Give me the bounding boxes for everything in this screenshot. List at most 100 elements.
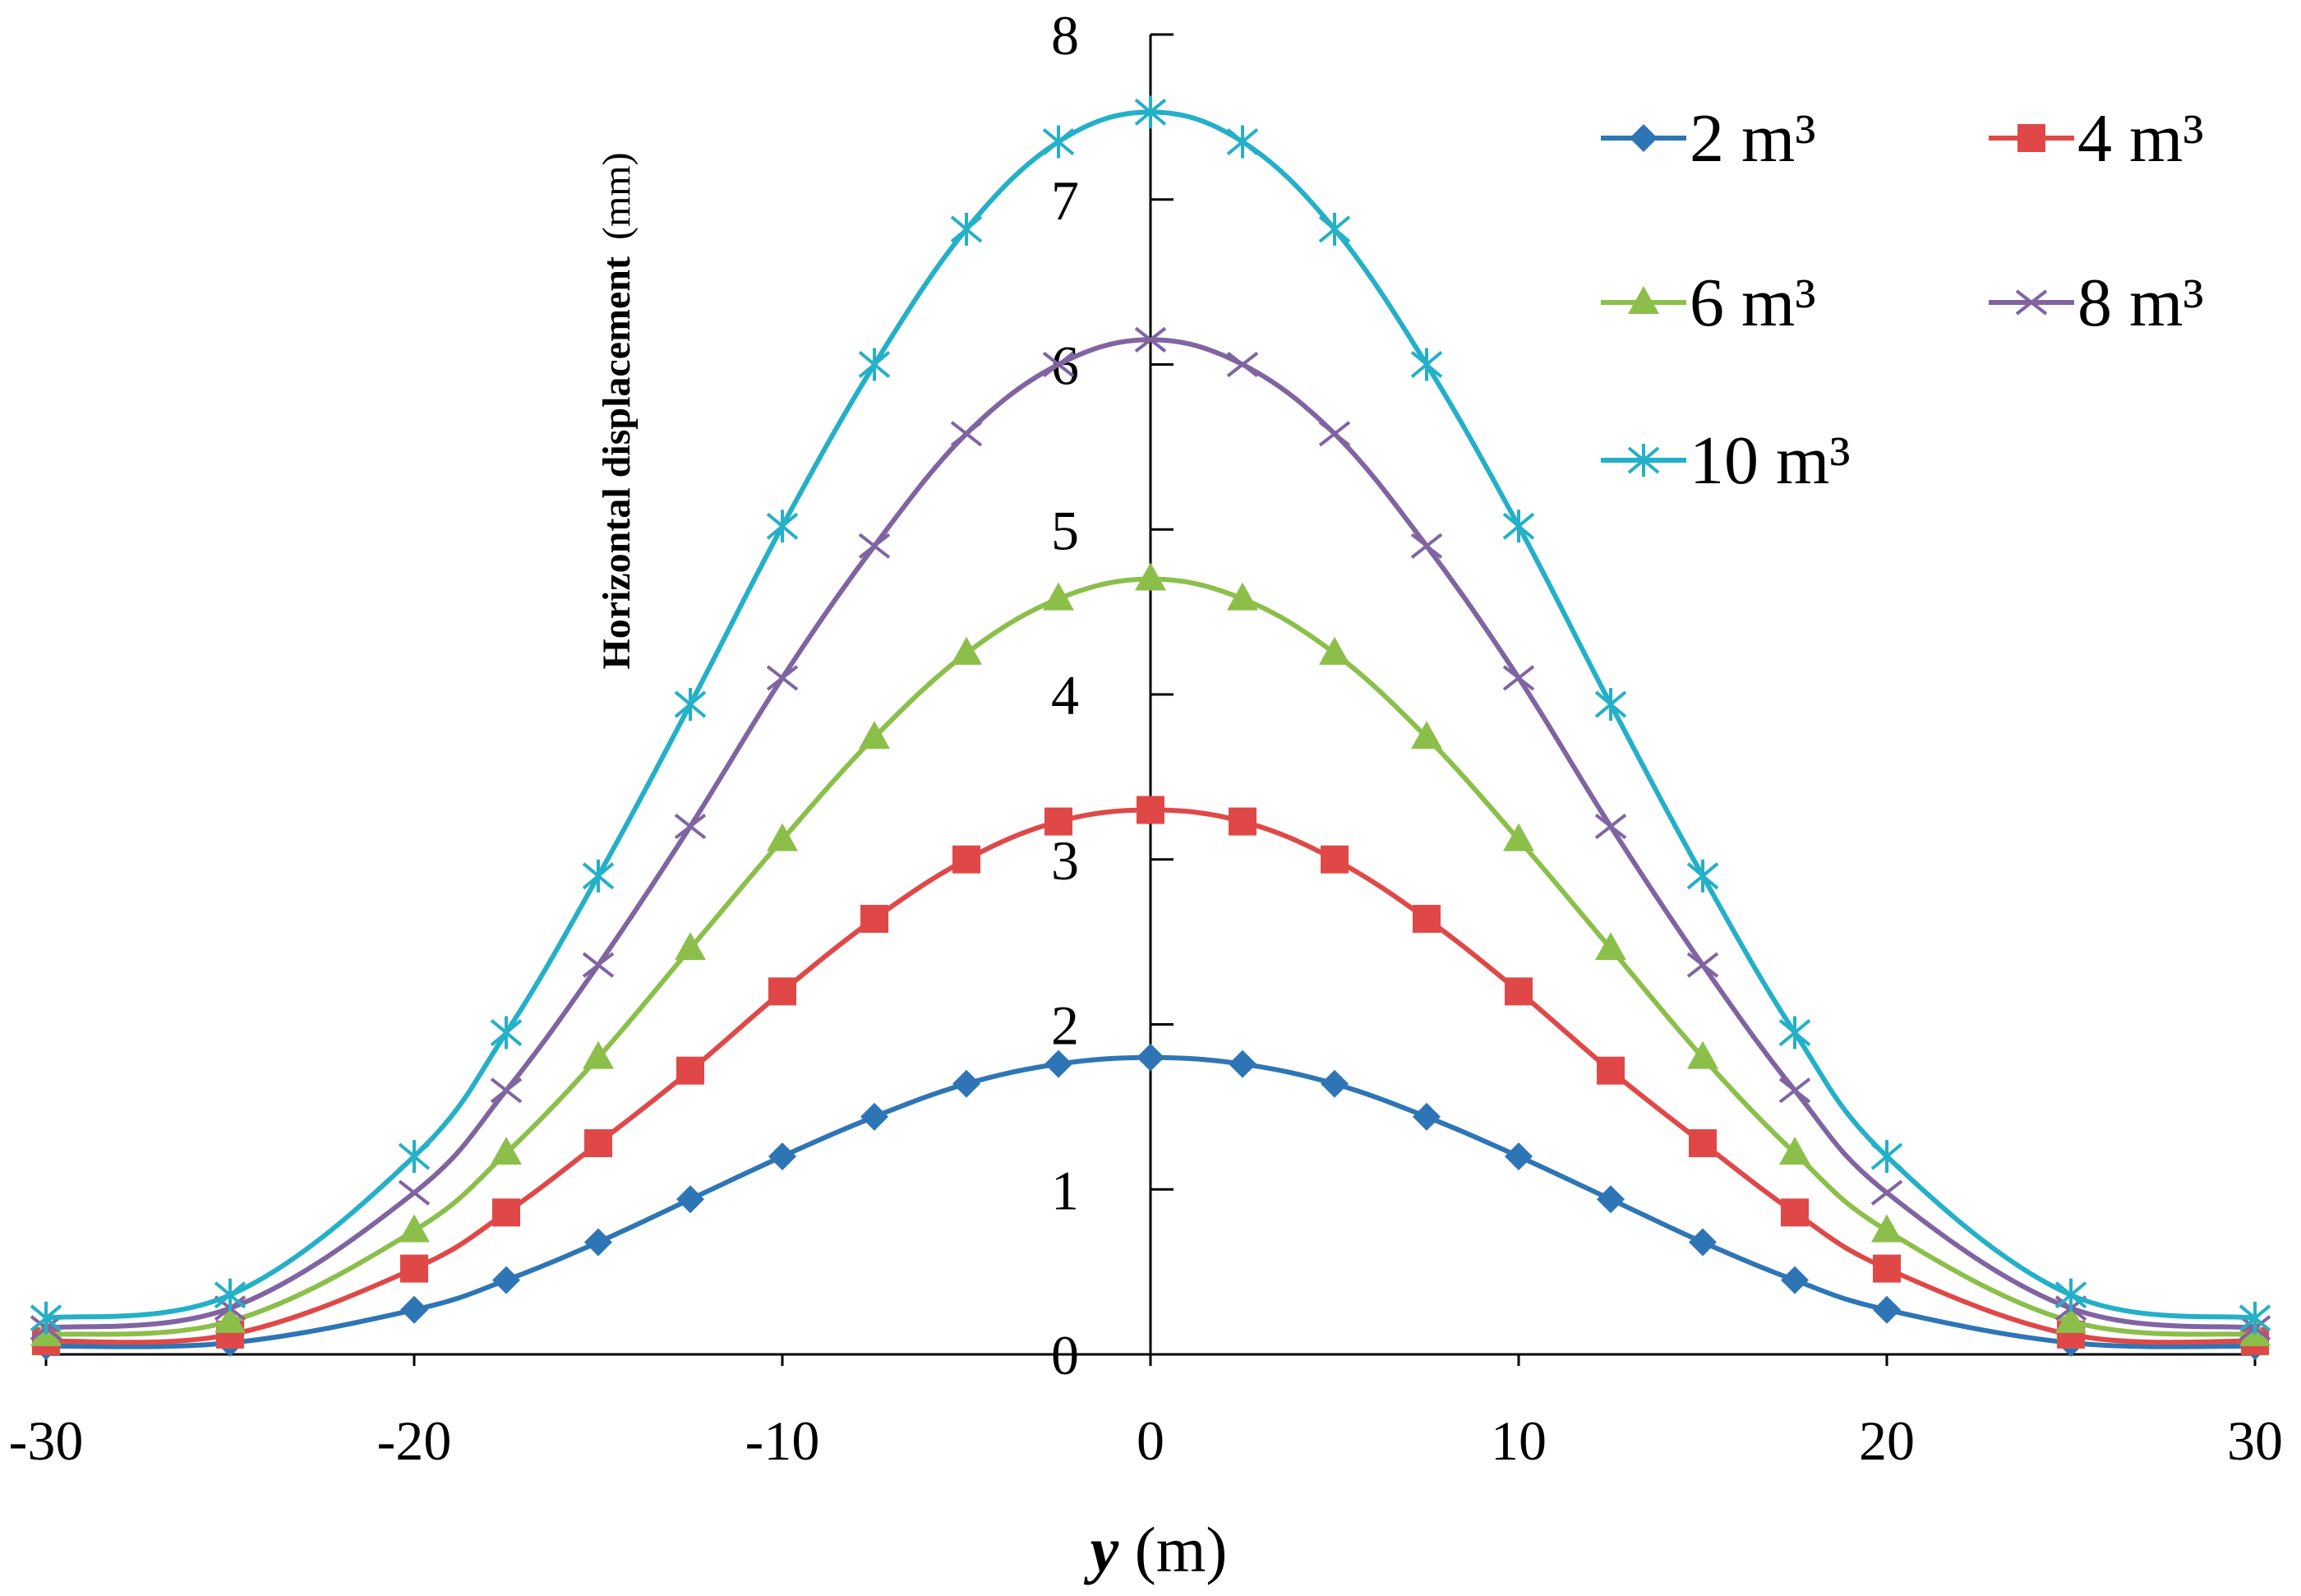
y-axis-title-unit: (mm) [595, 152, 639, 240]
data-point [768, 977, 796, 1006]
data-point [858, 533, 891, 559]
data-point [399, 1214, 430, 1243]
data-point [1137, 796, 1164, 824]
data-point [398, 1140, 431, 1174]
data-point [1503, 823, 1534, 851]
data-point [766, 665, 799, 691]
data-point [1686, 952, 1719, 978]
legend-marker [1627, 444, 1660, 477]
data-point [676, 1185, 704, 1214]
data-point [859, 721, 890, 750]
data-point [1594, 814, 1627, 840]
data-point [2054, 1278, 2087, 1312]
marker-stroke [1410, 533, 1443, 559]
y-tick-label: 4 [1051, 664, 1079, 727]
data-point [1871, 1214, 1902, 1243]
x-tick-label: 30 [2227, 1409, 2283, 1472]
marker-stroke [950, 421, 983, 447]
data-point [400, 1254, 428, 1283]
data-point [1595, 932, 1626, 961]
data-point [1229, 1049, 1257, 1078]
data-point [584, 1129, 612, 1158]
data-point [1318, 212, 1351, 246]
y-tick-label: 5 [1051, 499, 1079, 561]
data-point [1226, 351, 1259, 378]
data-point [1781, 1266, 1809, 1294]
data-point [1321, 845, 1349, 874]
legend-item: 6 m³ [1601, 265, 1816, 341]
marker-stroke [1686, 952, 1719, 978]
data-point [1413, 1102, 1441, 1131]
y-tick-label: 1 [1051, 1159, 1079, 1221]
data-point [1134, 326, 1167, 353]
legend-label: 6 m³ [1690, 265, 1816, 341]
data-point [1411, 721, 1442, 750]
marker-stroke [1318, 421, 1351, 447]
y-tick-label: 0 [1051, 1324, 1079, 1386]
data-point [860, 1102, 888, 1131]
data-point [858, 348, 891, 381]
data-point [674, 688, 707, 722]
data-point [1505, 977, 1533, 1006]
marker-stroke [858, 533, 891, 559]
data-point [1689, 1129, 1717, 1158]
data-point [1870, 1179, 1903, 1206]
data-point [1781, 1198, 1809, 1227]
data-point [1318, 421, 1351, 447]
data-point [1502, 510, 1535, 543]
legend-item: 10 m³ [1601, 422, 1851, 499]
legend-marker [2017, 124, 2045, 152]
marker-stroke [1870, 1179, 1903, 1206]
y-axis-title: Horizontal displacement (mm) [595, 152, 639, 669]
data-point [1229, 807, 1257, 836]
data-point [1597, 1185, 1625, 1214]
data-point [952, 1069, 980, 1098]
data-point [490, 1077, 523, 1104]
data-point [1042, 125, 1075, 159]
data-point [1870, 1140, 1903, 1174]
data-point [400, 1295, 428, 1324]
marker-stroke [1594, 814, 1627, 840]
data-point [1686, 859, 1719, 893]
data-point [1134, 95, 1167, 129]
data-point [1597, 1056, 1625, 1085]
marker-stroke [2015, 289, 2048, 316]
marker-stroke [674, 814, 707, 840]
data-point [214, 1304, 246, 1333]
data-point [1778, 1016, 1811, 1049]
data-point [952, 845, 980, 874]
marker-stroke [582, 952, 615, 978]
data-point [675, 932, 706, 961]
legend-item: 4 m³ [1989, 100, 2204, 177]
data-point [490, 1016, 523, 1049]
data-point [767, 823, 798, 851]
data-point [1321, 1069, 1349, 1098]
data-point [860, 905, 888, 934]
x-tick-label: 20 [1859, 1409, 1915, 1472]
data-point [1689, 1228, 1717, 1257]
legend-marker [1630, 124, 1658, 152]
data-point [1044, 1049, 1072, 1078]
y-tick-label: 3 [1051, 829, 1079, 892]
data-point [1778, 1077, 1811, 1104]
data-point [583, 1040, 614, 1069]
legend-label: 8 m³ [2077, 265, 2204, 341]
data-point [1043, 582, 1074, 611]
data-point [582, 952, 615, 978]
data-point [950, 421, 983, 447]
legend-item: 8 m³ [1989, 265, 2204, 341]
data-point [674, 814, 707, 840]
data-point [2239, 1301, 2271, 1335]
data-point [30, 1301, 62, 1335]
data-point [1319, 636, 1350, 665]
legend: 2 m³ 4 m³ 6 m³ 8 m³ 10 m³ [1601, 100, 2204, 499]
legend-marker [1628, 286, 1659, 314]
y-tick-label: 2 [1051, 994, 1079, 1057]
x-axis-title: y (m) [1084, 1514, 1228, 1585]
data-point [676, 1056, 704, 1085]
data-point [1137, 1043, 1164, 1072]
series-layer [30, 95, 2271, 1360]
data-point [950, 212, 983, 246]
series-star [30, 95, 2271, 1335]
